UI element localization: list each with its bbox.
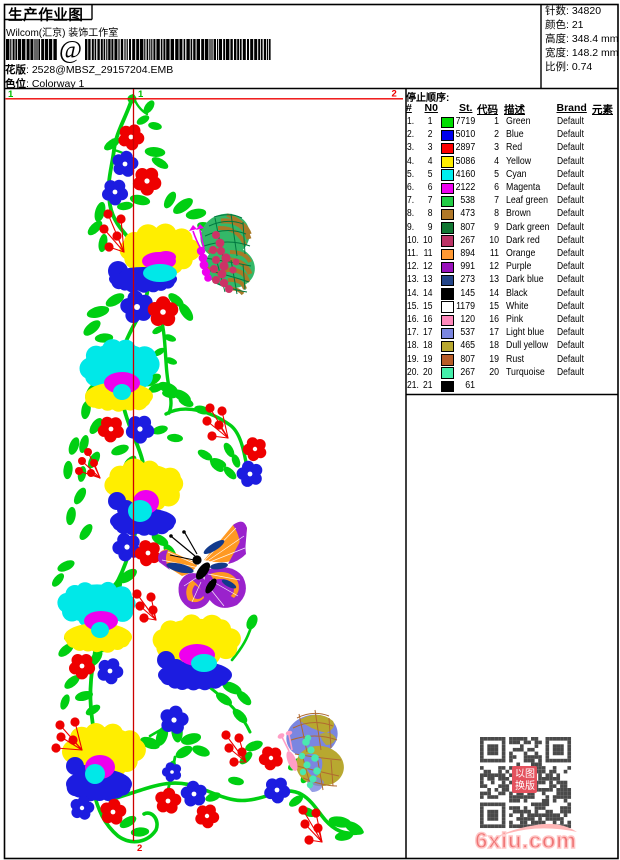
svg-text:1: 1 xyxy=(138,89,144,100)
svg-text:1: 1 xyxy=(8,89,14,100)
svg-text:换版: 换版 xyxy=(515,779,535,792)
svg-text:以图: 以图 xyxy=(515,768,535,780)
svg-text:@: @ xyxy=(59,37,82,64)
svg-text:2: 2 xyxy=(392,89,397,100)
svg-text:2: 2 xyxy=(137,843,142,854)
svg-text:6xiu.com: 6xiu.com xyxy=(475,828,577,853)
